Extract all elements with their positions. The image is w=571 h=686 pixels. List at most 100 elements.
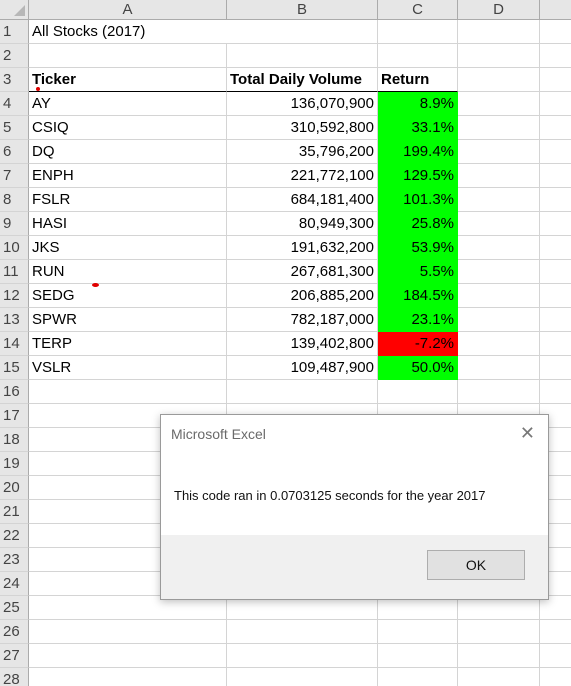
return-cell[interactable]: 25.8% <box>378 212 458 236</box>
cell[interactable] <box>540 140 571 164</box>
cell[interactable] <box>540 188 571 212</box>
row-header[interactable]: 1 <box>0 20 29 44</box>
cell[interactable] <box>540 476 571 500</box>
cell[interactable] <box>540 116 571 140</box>
cell[interactable] <box>29 380 227 404</box>
row-header[interactable]: 4 <box>0 92 29 116</box>
cell[interactable] <box>227 668 378 686</box>
return-cell[interactable]: 184.5% <box>378 284 458 308</box>
cell[interactable] <box>29 644 227 668</box>
select-all-corner[interactable] <box>0 0 29 20</box>
column-header-b[interactable]: B <box>227 0 378 20</box>
cell[interactable] <box>458 644 540 668</box>
cell[interactable] <box>540 452 571 476</box>
cell[interactable] <box>227 44 378 68</box>
return-cell[interactable]: 5.5% <box>378 260 458 284</box>
cell[interactable] <box>458 44 540 68</box>
row-header[interactable]: 10 <box>0 236 29 260</box>
cell[interactable] <box>29 620 227 644</box>
cell[interactable] <box>540 380 571 404</box>
cell[interactable] <box>540 20 571 44</box>
ticker-cell[interactable]: DQ <box>29 140 227 164</box>
cell[interactable] <box>540 44 571 68</box>
column-header-stub[interactable] <box>540 0 571 20</box>
ticker-cell[interactable]: JKS <box>29 236 227 260</box>
cell[interactable] <box>29 44 227 68</box>
cell[interactable] <box>540 164 571 188</box>
cell[interactable] <box>540 404 571 428</box>
cell[interactable] <box>458 308 540 332</box>
ticker-cell[interactable]: SPWR <box>29 308 227 332</box>
sheet-title-cell[interactable]: All Stocks (2017) <box>29 20 227 44</box>
cell[interactable] <box>458 236 540 260</box>
header-ticker[interactable]: Ticker <box>29 68 227 92</box>
cell[interactable] <box>540 572 571 596</box>
row-header[interactable]: 9 <box>0 212 29 236</box>
volume-cell[interactable]: 267,681,300 <box>227 260 378 284</box>
row-header[interactable]: 20 <box>0 476 29 500</box>
cell[interactable] <box>458 92 540 116</box>
volume-cell[interactable]: 35,796,200 <box>227 140 378 164</box>
row-header[interactable]: 23 <box>0 548 29 572</box>
cell[interactable] <box>458 116 540 140</box>
volume-cell[interactable]: 206,885,200 <box>227 284 378 308</box>
volume-cell[interactable]: 684,181,400 <box>227 188 378 212</box>
cell[interactable] <box>540 620 571 644</box>
ticker-cell[interactable]: ENPH <box>29 164 227 188</box>
cell[interactable] <box>458 380 540 404</box>
cell[interactable] <box>29 596 227 620</box>
volume-cell[interactable]: 80,949,300 <box>227 212 378 236</box>
cell[interactable] <box>540 428 571 452</box>
cell[interactable] <box>378 20 458 44</box>
ticker-cell[interactable]: AY <box>29 92 227 116</box>
ticker-cell[interactable]: FSLR <box>29 188 227 212</box>
row-header[interactable]: 27 <box>0 644 29 668</box>
row-header[interactable]: 5 <box>0 116 29 140</box>
cell[interactable] <box>540 500 571 524</box>
ticker-cell[interactable]: VSLR <box>29 356 227 380</box>
return-cell[interactable]: 8.9% <box>378 92 458 116</box>
ticker-cell[interactable]: RUN <box>29 260 227 284</box>
cell[interactable] <box>458 668 540 686</box>
volume-cell[interactable]: 191,632,200 <box>227 236 378 260</box>
row-header[interactable]: 12 <box>0 284 29 308</box>
volume-cell[interactable]: 782,187,000 <box>227 308 378 332</box>
row-header[interactable]: 7 <box>0 164 29 188</box>
header-volume[interactable]: Total Daily Volume <box>227 68 378 92</box>
cell[interactable] <box>458 356 540 380</box>
cell[interactable] <box>540 356 571 380</box>
cell[interactable] <box>540 308 571 332</box>
cell[interactable] <box>540 260 571 284</box>
cell[interactable] <box>540 68 571 92</box>
cell[interactable] <box>378 44 458 68</box>
row-header[interactable]: 18 <box>0 428 29 452</box>
cell[interactable] <box>540 548 571 572</box>
cell[interactable] <box>540 92 571 116</box>
row-header[interactable]: 11 <box>0 260 29 284</box>
return-cell[interactable]: 129.5% <box>378 164 458 188</box>
ticker-cell[interactable]: TERP <box>29 332 227 356</box>
cell[interactable] <box>540 332 571 356</box>
column-header-a[interactable]: A <box>29 0 227 20</box>
cell[interactable] <box>458 620 540 644</box>
volume-cell[interactable]: 139,402,800 <box>227 332 378 356</box>
row-header[interactable]: 21 <box>0 500 29 524</box>
cell[interactable] <box>378 620 458 644</box>
return-cell[interactable]: 23.1% <box>378 308 458 332</box>
cell[interactable] <box>227 20 378 44</box>
row-header[interactable]: 28 <box>0 668 29 686</box>
cell[interactable] <box>378 596 458 620</box>
cell[interactable] <box>540 644 571 668</box>
cell[interactable] <box>378 644 458 668</box>
return-cell[interactable]: 199.4% <box>378 140 458 164</box>
row-header[interactable]: 2 <box>0 44 29 68</box>
volume-cell[interactable]: 221,772,100 <box>227 164 378 188</box>
cell[interactable] <box>29 668 227 686</box>
volume-cell[interactable]: 310,592,800 <box>227 116 378 140</box>
row-header[interactable]: 19 <box>0 452 29 476</box>
row-header[interactable]: 6 <box>0 140 29 164</box>
cell[interactable] <box>227 380 378 404</box>
cell[interactable] <box>540 524 571 548</box>
volume-cell[interactable]: 136,070,900 <box>227 92 378 116</box>
